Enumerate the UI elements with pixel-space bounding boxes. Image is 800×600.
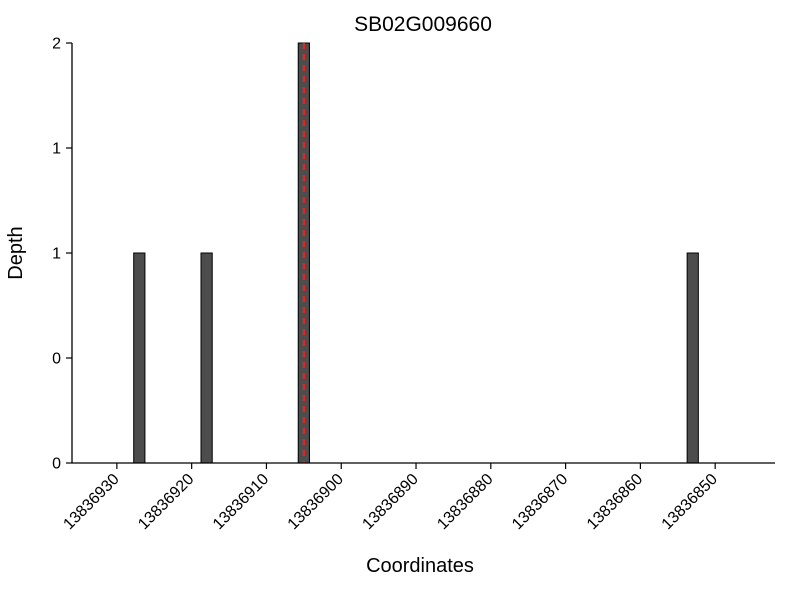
chart-title: SB02G009660: [354, 13, 492, 36]
y-axis-label: Depth: [5, 226, 27, 279]
y-tick-label: 2: [52, 36, 61, 53]
y-tick-label: 1: [52, 246, 61, 263]
x-tick-label: 13836850: [659, 471, 721, 533]
x-tick-label: 13836860: [584, 471, 646, 533]
y-tick-label: 1: [52, 141, 61, 158]
axes-group: [71, 43, 775, 464]
x-tick-label: 13836920: [135, 471, 197, 533]
y-tick-label: 0: [52, 351, 61, 368]
x-tick-label: 13836930: [60, 471, 122, 533]
ticks-group: 13836930 13836920 13836910 13836900 13836890…: [52, 36, 721, 534]
y-tick-label: 0: [52, 456, 61, 473]
x-tick-label: 13836880: [434, 471, 496, 533]
x-axis-label: Coordinates: [366, 555, 474, 577]
x-tick-label: 13836890: [359, 471, 421, 533]
x-tick-label: 13836910: [210, 471, 272, 533]
bar: [133, 252, 146, 464]
x-tick-label: 13836900: [285, 471, 347, 533]
bars-group: [133, 42, 699, 464]
x-tick-label: 13836870: [509, 471, 571, 533]
bar: [200, 252, 213, 464]
bar: [686, 252, 699, 464]
